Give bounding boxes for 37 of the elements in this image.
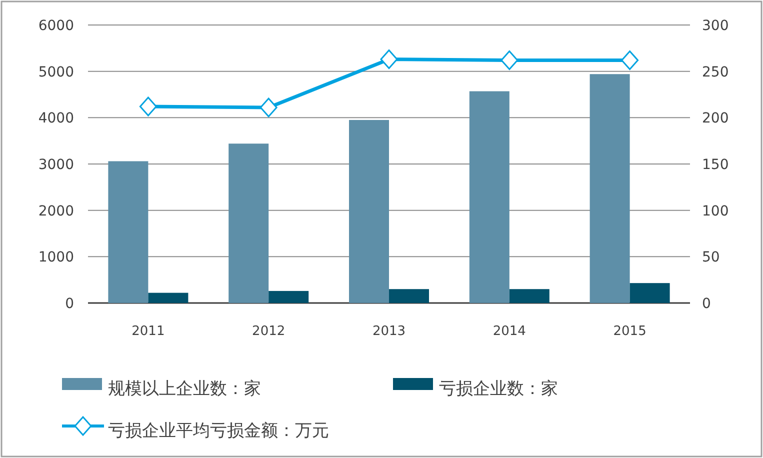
x-tick-label: 2012 (252, 324, 286, 339)
legend-label: 亏损企业数：家 (439, 379, 558, 399)
point (621, 50, 639, 70)
y2-tick-label: 150 (702, 157, 729, 173)
point (380, 50, 398, 70)
y2-tick-label: 300 (702, 18, 729, 34)
bar (590, 74, 630, 303)
bar (268, 290, 309, 303)
y2-tick-label: 100 (702, 203, 729, 220)
y-tick-label: 6000 (38, 18, 74, 34)
y2-tick-label: 50 (702, 250, 720, 266)
y-tick-label: 3000 (38, 157, 74, 173)
y-tick-label: 1000 (38, 250, 74, 266)
bar (349, 120, 389, 303)
point (260, 98, 278, 118)
bar (108, 161, 148, 303)
y-tick-label: 2000 (38, 203, 74, 220)
legend-label: 亏损企业平均亏损金额：万元 (108, 421, 329, 441)
bar (469, 91, 510, 303)
y-tick-label: 4000 (38, 110, 74, 127)
y-tick-label: 5000 (38, 64, 74, 80)
point (500, 50, 518, 70)
y2-tick-label: 250 (702, 64, 729, 80)
y2-tick-label: 0 (702, 296, 711, 312)
y-tick-label: 0 (65, 296, 74, 312)
y2-tick-label: 200 (702, 110, 729, 127)
bar (630, 283, 670, 303)
bar (509, 289, 550, 303)
x-tick-label: 2015 (613, 324, 646, 339)
bar (148, 292, 188, 303)
x-tick-label: 2014 (492, 324, 526, 339)
x-tick-label: 2011 (132, 324, 165, 339)
bar (228, 144, 269, 303)
legend-label: 规模以上企业数：家 (108, 379, 261, 399)
x-tick-label: 2013 (372, 324, 406, 339)
bar (389, 289, 429, 303)
point (139, 96, 157, 116)
